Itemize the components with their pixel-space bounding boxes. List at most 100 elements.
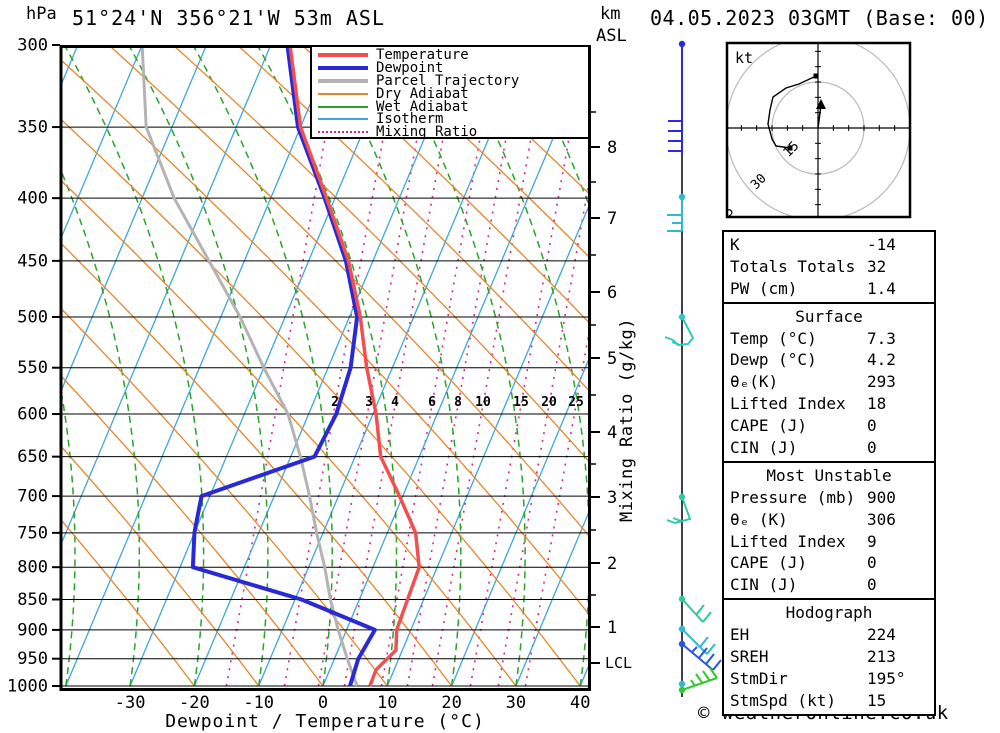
pressure-tick-label: 850 bbox=[17, 590, 48, 610]
pressure-tick-label: 750 bbox=[17, 523, 48, 543]
pressure-tick-label: 950 bbox=[17, 649, 48, 669]
row-value: 213 bbox=[867, 647, 896, 667]
row-label: Temp (°C) bbox=[730, 328, 817, 348]
table-row: Pressure (mb) 900 bbox=[730, 487, 928, 509]
table-row: θₑ (K) 306 bbox=[730, 509, 928, 531]
temperature-legend-swatch bbox=[318, 53, 368, 58]
hodograph-unit-label: kt bbox=[735, 49, 753, 67]
pressure-tick-label: 450 bbox=[17, 251, 48, 271]
panel-section-header: Hodograph bbox=[785, 603, 873, 623]
legend-item-label: Isotherm bbox=[376, 111, 444, 128]
row-label: CIN (J) bbox=[730, 575, 798, 595]
chart-legend: Temperature Dewpoint Parcel Trajectory Dry … bbox=[310, 45, 590, 139]
mixing-ratio-value-label: 6 bbox=[428, 395, 436, 410]
row-label: CAPE (J) bbox=[730, 553, 808, 573]
table-row: CAPE (J) 0 bbox=[730, 415, 928, 437]
page-title: 51°24'N 356°21'W 53m ASL bbox=[72, 6, 385, 30]
pressure-tick-label: 800 bbox=[17, 558, 48, 578]
row-value: 18 bbox=[867, 394, 887, 414]
isotherm-legend-swatch bbox=[318, 118, 368, 121]
panel-section-header: Most Unstable bbox=[766, 465, 892, 485]
storm-motion-arrowhead bbox=[816, 99, 826, 109]
row-value: 224 bbox=[867, 625, 896, 645]
legend-item-label: Wet Adiabat bbox=[376, 98, 469, 115]
temperature-axis-title: Dewpoint / Temperature (°C) bbox=[165, 711, 485, 732]
mixing-ratio-value-label: 10 bbox=[475, 395, 491, 410]
pressure-axis-unit: hPa bbox=[26, 4, 57, 24]
table-row: PW (cm) 1.4 bbox=[730, 278, 928, 300]
km-tick-label: 6 bbox=[607, 283, 617, 303]
lcl-label: LCL bbox=[605, 654, 632, 672]
pressure-tick-label: 900 bbox=[17, 620, 48, 640]
altitude-axis-unit-km: km bbox=[600, 4, 621, 24]
legend-item: Isotherm bbox=[316, 111, 584, 128]
legend-item: Temperature bbox=[316, 47, 584, 63]
row-value: 900 bbox=[867, 487, 896, 507]
temp-tick-label: 30 bbox=[506, 693, 526, 713]
panel-section: K -14 Totals Totals 32 PW (cm) 1.4 bbox=[722, 230, 936, 304]
pressure-tick-label: 400 bbox=[17, 189, 48, 209]
mixing-legend-swatch bbox=[318, 131, 368, 134]
mixing-ratio-value-label: 3 bbox=[365, 395, 373, 410]
mixing-ratio-axis-title: Mixing Ratio (g/kg) bbox=[617, 318, 637, 522]
row-label: SREH bbox=[730, 647, 769, 667]
hodograph-ring-label: 45 bbox=[716, 204, 738, 226]
hodograph-ring-label: 30 bbox=[748, 171, 770, 193]
mixing-ratio-value-label: 20 bbox=[541, 395, 557, 410]
mixing-ratio-value-label: 8 bbox=[454, 395, 462, 410]
temp-tick-label: -10 bbox=[243, 693, 274, 713]
legend-item: Dewpoint bbox=[316, 60, 584, 76]
dry-legend-swatch bbox=[318, 92, 368, 95]
parcel-legend-swatch bbox=[318, 78, 368, 83]
wind-barb bbox=[666, 493, 692, 524]
wind-barb bbox=[678, 595, 712, 623]
temperature-curve bbox=[288, 46, 421, 687]
altitude-axis: 8 7 6 5 4 3 2 1 LCL bbox=[590, 111, 632, 672]
row-label: Pressure (mb) bbox=[730, 487, 856, 507]
km-tick-label: 5 bbox=[607, 349, 617, 369]
row-value: 4.2 bbox=[867, 350, 896, 370]
row-value: 1.4 bbox=[867, 278, 896, 298]
km-tick-label: 2 bbox=[607, 554, 617, 574]
dry-adiabat-lines bbox=[61, 46, 589, 687]
pressure-tick-label: 350 bbox=[17, 118, 48, 138]
row-value: 9 bbox=[867, 531, 877, 551]
table-row: StmSpd (kt) 15 bbox=[730, 690, 928, 712]
temperature-axis: -30 -20 -10 0 10 20 30 40 bbox=[115, 693, 591, 713]
isotherm-lines bbox=[61, 46, 589, 687]
row-value: -14 bbox=[867, 235, 896, 254]
row-value: 195° bbox=[867, 668, 906, 688]
hodograph-trace-dot bbox=[813, 73, 819, 79]
legend-item: Dry Adiabat bbox=[316, 86, 584, 102]
table-row: Temp (°C) 7.3 bbox=[730, 328, 928, 350]
hodograph-trace bbox=[767, 75, 817, 149]
mixing-ratio-value-label: 25 bbox=[568, 395, 584, 410]
wind-barb bbox=[678, 640, 722, 671]
table-row: Lifted Index 18 bbox=[730, 393, 928, 415]
mixing-ratio-value-labels: 2 3 4 6 8 10 15 20 25 bbox=[331, 395, 584, 410]
pressure-axis: 300 350 400 450 500 550 600 650 700 750 800 850 900 9… bbox=[7, 36, 60, 697]
temp-tick-label: 0 bbox=[318, 693, 328, 713]
wind-barb bbox=[678, 680, 686, 688]
parcel-trajectory-curve bbox=[140, 46, 359, 687]
row-label: K bbox=[730, 235, 740, 254]
pressure-tick-label: 600 bbox=[17, 405, 48, 425]
wind-barb bbox=[678, 667, 718, 694]
pressure-tick-label: 1000 bbox=[7, 677, 48, 697]
row-value: 32 bbox=[867, 256, 887, 276]
temp-tick-label: 10 bbox=[377, 693, 397, 713]
hodograph: 153045kt bbox=[716, 41, 912, 226]
pressure-tick-label: 300 bbox=[17, 36, 48, 56]
date-label: 04.05.2023 03GMT (Base: 00) bbox=[650, 6, 989, 30]
mixing-ratio-value-label: 2 bbox=[331, 395, 339, 410]
altitude-axis-unit-asl: ASL bbox=[596, 26, 627, 46]
legend-item-label: Parcel Trajectory bbox=[376, 73, 520, 89]
row-value: 306 bbox=[867, 509, 896, 529]
wind-barb bbox=[667, 193, 686, 232]
table-row: CAPE (J) 0 bbox=[730, 552, 928, 574]
row-label: Dewp (°C) bbox=[730, 350, 817, 370]
km-tick-label: 3 bbox=[607, 488, 617, 508]
row-value: 293 bbox=[867, 372, 896, 392]
table-row: StmDir 195° bbox=[730, 668, 928, 690]
mixing-ratio-value-label: 4 bbox=[391, 395, 399, 410]
